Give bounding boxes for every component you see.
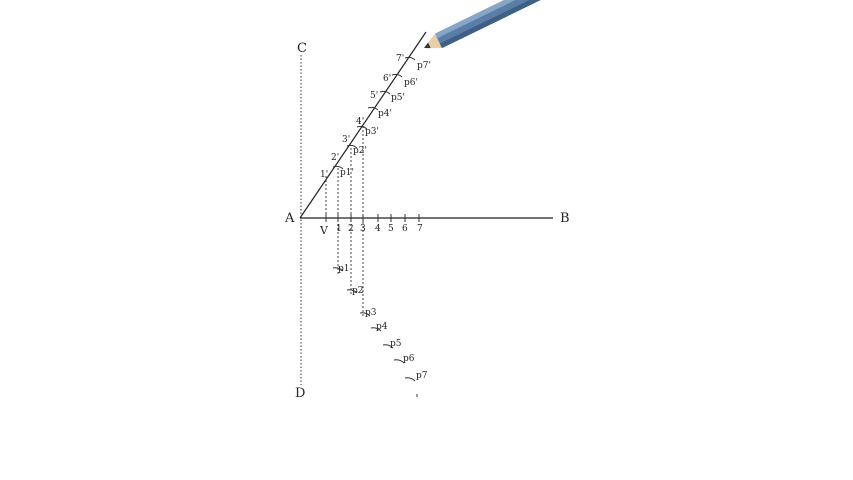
p-top-7: p7 bbox=[416, 371, 428, 381]
incline-arcs bbox=[332, 56, 416, 170]
label-d: D bbox=[295, 386, 305, 401]
p-front-6: p6' bbox=[404, 78, 418, 88]
p-front-2: p2' bbox=[353, 146, 367, 156]
ab-ticks bbox=[325, 214, 420, 222]
p-top-4: p4 bbox=[376, 322, 388, 332]
lower-arcs bbox=[332, 267, 418, 397]
incline-label-6: 6' bbox=[383, 74, 391, 84]
incline-label-4: 4' bbox=[356, 117, 364, 127]
pencil-icon bbox=[424, 0, 568, 49]
label-c: C bbox=[297, 41, 307, 56]
incline-label-1: 1' bbox=[320, 170, 328, 180]
p-top-6: p6 bbox=[403, 354, 415, 364]
label-a: A bbox=[284, 211, 295, 226]
label-b: B bbox=[560, 211, 570, 226]
incline-labels: 1' 2' 3' 4' 5' 6' 7' bbox=[320, 54, 404, 180]
tick-label-2: 2 bbox=[348, 224, 354, 234]
tick-label-3: 3 bbox=[360, 224, 366, 234]
label-v: V bbox=[319, 224, 329, 237]
incline-label-5: 5' bbox=[370, 91, 378, 101]
p-front-4: p4' bbox=[378, 109, 392, 119]
tick-labels: 1 2 3 4 5 6 7 bbox=[336, 224, 423, 234]
p-top-labels: p1 p2 p3 p4 p5 p6 p7 bbox=[338, 264, 428, 381]
tick-label-5: 5 bbox=[388, 224, 394, 234]
tick-label-7: 7 bbox=[417, 224, 423, 234]
incline-label-2: 2' bbox=[331, 153, 339, 163]
p-top-5: p5 bbox=[390, 339, 402, 349]
p-front-labels: p1' p2' p3' p4' p5' p6' p7' bbox=[340, 61, 431, 178]
p-top-3: p3 bbox=[365, 308, 377, 318]
p-front-1: p1' bbox=[340, 168, 354, 178]
tick-label-4: 4 bbox=[375, 224, 381, 234]
tick-label-1: 1 bbox=[336, 224, 342, 234]
p-front-5: p5' bbox=[391, 93, 405, 103]
incline-label-3: 3' bbox=[342, 135, 350, 145]
p-top-2: p2 bbox=[352, 286, 364, 296]
inclined-line bbox=[299, 31, 427, 219]
p-front-3: p3' bbox=[365, 127, 379, 137]
incline-label-7: 7' bbox=[396, 54, 404, 64]
tick-label-6: 6 bbox=[402, 224, 408, 234]
p-top-1: p1 bbox=[338, 264, 350, 274]
p-front-7: p7' bbox=[417, 61, 431, 71]
